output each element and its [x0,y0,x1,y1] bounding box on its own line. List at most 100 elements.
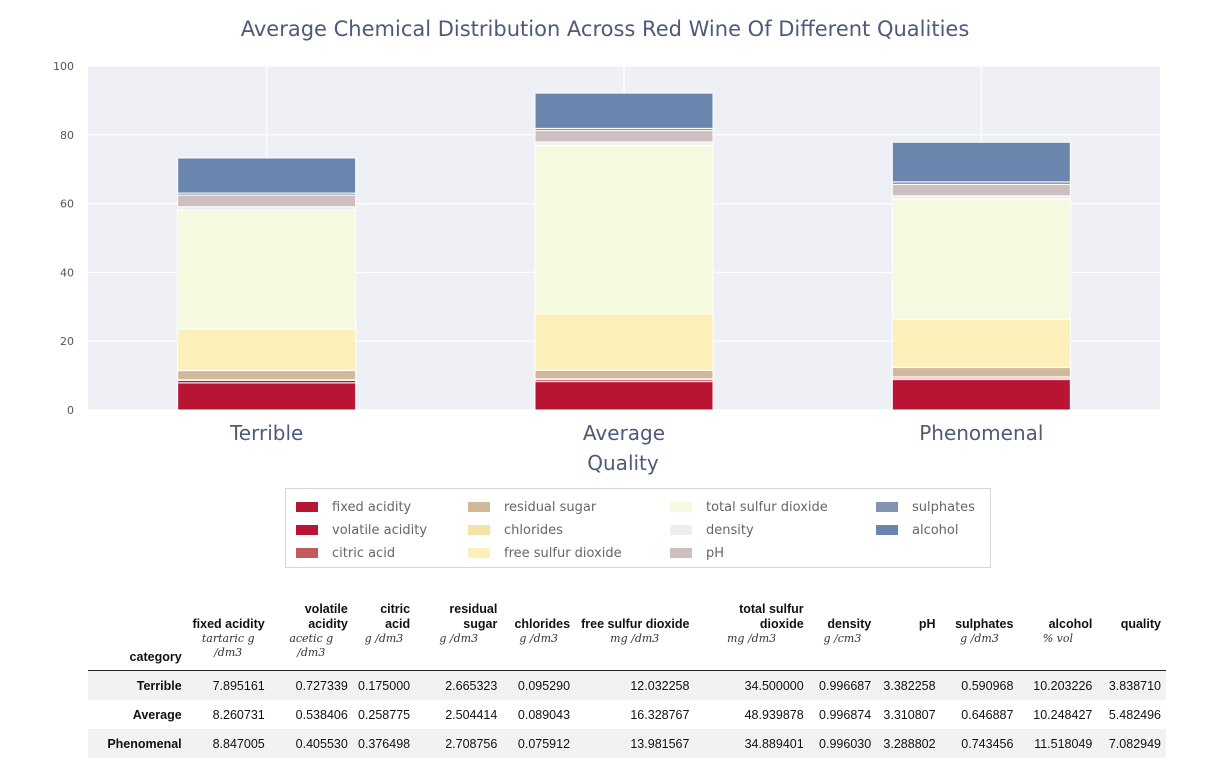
chart-title: Average Chemical Distribution Across Red… [241,17,970,41]
legend-swatch [296,502,318,512]
bar-segment-density [177,206,357,211]
table-cell: 8.847005 [186,729,270,758]
column-header: quality [1120,617,1161,631]
table-cell: 11.518049 [1018,729,1098,758]
legend-item: citric acid [296,543,395,563]
chart-legend: fixed acidity volatile acidity citric acid… [285,488,991,568]
x-tick-label: Phenomenal [919,421,1043,445]
legend-swatch [670,525,692,535]
bar-segment-total-sulfur-dioxide [891,198,1071,320]
bar-segment-total-sulfur-dioxide [177,209,357,330]
bars [177,92,1071,411]
bar-segment-total-sulfur-dioxide [534,144,714,315]
legend-item: volatile acidity [296,520,427,540]
row-label: Phenomenal [88,729,187,758]
table-cell: 48.939878 [744,707,804,722]
table-cell: 2.504414 [445,707,498,722]
table-cell: 0.089043 [517,707,571,722]
bar-segment-alcohol [177,157,357,194]
stacked-bar-chart: Average Chemical Distribution Across Red… [53,17,1160,475]
table-cell: 5.482496 [1108,707,1161,722]
column-header: density [827,617,872,631]
bar-segment-ph [534,130,714,143]
column-header: volatile acidity [304,602,348,631]
legend-item: alcohol [876,520,958,540]
table-cell: 34.889401 [694,729,809,758]
legend-label: sulphates [912,499,975,515]
legend-label: total sulfur dioxide [706,499,828,515]
legend-item: chlorides [468,520,563,540]
column-unit: g /dm3 [960,632,999,645]
table-cell: 0.538406 [295,707,348,722]
legend-label: pH [706,545,725,561]
table-cell: 13.981567 [575,729,695,758]
x-axis-ticks: Terrible Average Phenomenal [229,421,1043,445]
table-cell: 3.310807 [883,707,936,722]
bar-segment-free-sulfur-dioxide [891,318,1071,368]
column-unit [1097,632,1166,671]
table-cell: 0.175000 [352,670,416,700]
table-cell: 34.500000 [694,670,809,700]
table-cell: 3.288802 [876,729,941,758]
table-cell: 10.203226 [1018,670,1098,700]
bar-segment-fixed-acidity [534,381,714,411]
bar-segment-residual-sugar [177,370,357,381]
legend-item: residual sugar [468,497,596,517]
table-cell: 8.260731 [212,707,265,722]
legend-swatch [670,548,692,558]
table-cell: 0.727339 [269,670,353,700]
bar-segment-density [534,141,714,146]
table-cell: 3.838710 [1097,670,1166,700]
column-unit: mg /dm3 [610,632,660,645]
bar-segment-free-sulfur-dioxide [177,328,357,371]
table-cell: 12.032258 [575,670,695,700]
table-cell: 2.708756 [415,729,503,758]
bar-segment-alcohol [534,92,714,129]
bar-segment-ph [891,183,1071,197]
row-label: Average [132,707,182,722]
legend-swatch [876,525,898,535]
column-unit: % vol [1042,632,1074,645]
y-tick-label: 0 [67,404,74,417]
y-tick-label: 40 [60,266,74,279]
legend-label: chlorides [504,522,563,538]
table-cell: 3.382258 [876,670,941,700]
y-tick-label: 100 [53,60,74,73]
column-header: residual sugar [449,602,498,631]
legend-label: density [706,522,754,538]
column-unit: acetic g /dm3 [289,632,334,659]
table-cell: 7.082949 [1097,729,1166,758]
table-cell: 0.258775 [357,707,411,722]
legend-label: volatile acidity [332,522,428,538]
column-unit: mg /dm3 [726,632,777,645]
column-unit [876,632,940,671]
bar-segment-fixed-acidity [891,379,1071,411]
y-tick-label: 60 [60,198,74,211]
table-cell: 10.248427 [1033,707,1093,722]
legend-item: fixed acidity [296,497,411,517]
table-cell: 0.743456 [940,729,1019,758]
legend-item: free sulfur dioxide [468,543,622,563]
x-tick-label: Terrible [229,421,303,445]
table-body: Terrible 7.895161 0.727339 0.175000 2.665323… [88,670,1166,758]
column-unit: g /dm3 [439,632,479,645]
legend-swatch [296,548,318,558]
bar-segment-ph [177,194,357,208]
table-header-row: fixed acidity volatile acidity citric acid… [88,594,1166,632]
legend-item: density [670,520,754,540]
legend-item: pH [670,543,724,563]
column-unit: g /cm3 [823,632,862,645]
table-row: Terrible 7.895161 0.727339 0.175000 2.665323… [88,670,1166,700]
legend-swatch [468,525,490,535]
table-row: Phenomenal 8.847005 0.405530 0.376498 2.7087… [88,729,1166,758]
table-row: Average 8.260731 0.538406 0.258775 2.504414 0… [88,700,1166,729]
legend-label: free sulfur dioxide [504,545,622,561]
x-axis-label: Quality [587,451,659,475]
table-cell: 0.075912 [502,729,576,758]
row-label: Terrible [88,670,187,700]
bar-segment-density [891,195,1071,200]
column-header: citric acid [380,602,411,631]
column-header: sulphates [955,617,1014,631]
y-tick-label: 20 [60,335,74,348]
table-cell: 7.895161 [186,670,270,700]
